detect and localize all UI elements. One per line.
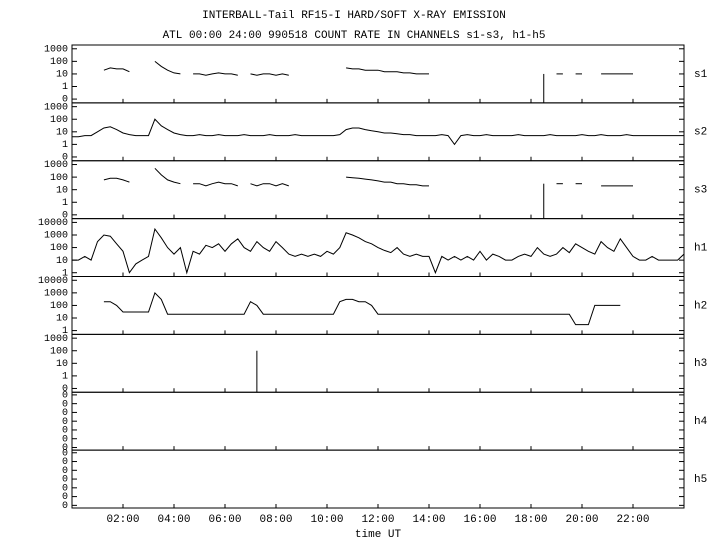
y-tick-label: 1 — [62, 326, 68, 337]
panel-label: s2 — [694, 127, 707, 139]
data-line — [103, 291, 621, 326]
y-tick-label: 0 — [62, 492, 68, 503]
data-line — [103, 67, 130, 73]
data-line — [250, 183, 289, 187]
y-tick-label: 1 — [62, 198, 68, 209]
y-tick-label: 1 — [62, 82, 68, 93]
panel-label: h1 — [694, 242, 708, 254]
data-line — [154, 61, 181, 75]
y-tick-label: 10 — [56, 70, 68, 81]
y-tick-label: 10 — [56, 314, 68, 325]
y-tick-label: 100 — [50, 173, 68, 184]
y-tick-label: 0 — [62, 448, 68, 459]
y-tick-label: 100 — [50, 243, 68, 254]
y-tick-label: 100 — [50, 301, 68, 312]
y-tick-label: 1000 — [44, 334, 68, 345]
y-tick-label: 0 — [62, 466, 68, 477]
panel-label: s1 — [694, 69, 708, 81]
data-line — [346, 176, 429, 187]
panel-label: h4 — [694, 416, 708, 428]
y-tick-label: 1 — [62, 140, 68, 151]
y-tick-label: 100 — [50, 115, 68, 126]
y-tick-label: 0 — [62, 95, 68, 106]
panel-label: h2 — [694, 300, 707, 312]
y-tick-label: 1000 — [44, 289, 68, 300]
y-tick-label: 1 — [62, 268, 68, 279]
y-tick-label: 10000 — [38, 218, 68, 229]
data-line — [250, 73, 289, 76]
data-line — [72, 118, 684, 146]
x-tick-label: 20:00 — [565, 514, 598, 526]
y-tick-label: 1000 — [44, 160, 68, 171]
panel-label: h5 — [694, 474, 707, 486]
panel-frame — [71, 391, 685, 451]
y-tick-label: 0 — [62, 426, 68, 437]
x-tick-label: 02:00 — [106, 514, 139, 526]
data-line — [154, 167, 181, 185]
y-tick-label: 0 — [62, 501, 68, 512]
y-tick-label: 0 — [62, 210, 68, 221]
panel-frame — [71, 44, 685, 104]
y-tick-label: 0 — [62, 391, 68, 402]
x-tick-label: 16:00 — [463, 514, 496, 526]
x-tick-label: 14:00 — [412, 514, 445, 526]
chart-title: INTERBALL-Tail RF15-I HARD/SOFT X-RAY EM… — [202, 10, 506, 22]
y-tick-label: 0 — [62, 153, 68, 164]
x-tick-label: 08:00 — [259, 514, 292, 526]
x-tick-label: 12:00 — [361, 514, 394, 526]
y-tick-label: 1000 — [44, 102, 68, 113]
y-tick-label: 100 — [50, 346, 68, 357]
data-line — [72, 227, 685, 275]
y-tick-label: 10 — [56, 127, 68, 138]
x-tick-label: 18:00 — [514, 514, 547, 526]
y-tick-label: 0 — [62, 483, 68, 494]
x-axis-label: time UT — [355, 529, 402, 541]
y-tick-label: 0 — [62, 434, 68, 445]
x-tick-label: 22:00 — [616, 514, 649, 526]
y-tick-label: 0 — [62, 417, 68, 428]
panel-frame — [71, 333, 685, 393]
y-tick-label: 0 — [62, 408, 68, 419]
y-tick-label: 1000 — [44, 44, 68, 55]
panel-frame — [71, 160, 685, 220]
data-line — [346, 67, 429, 75]
data-line — [103, 177, 130, 183]
data-line — [193, 72, 238, 76]
panel-frame — [71, 449, 685, 509]
panel-label: h3 — [694, 358, 707, 370]
x-tick-label: 04:00 — [157, 514, 190, 526]
y-tick-label: 10 — [56, 359, 68, 370]
y-tick-label: 1 — [62, 372, 68, 383]
x-tick-label: 10:00 — [310, 514, 343, 526]
x-tick-label: 06:00 — [208, 514, 241, 526]
y-tick-label: 0 — [62, 457, 68, 468]
panel-label: s3 — [694, 185, 707, 197]
chart-subtitle: ATL 00:00 24:00 990518 COUNT RATE IN CHA… — [163, 30, 546, 42]
y-tick-label: 0 — [62, 443, 68, 454]
y-tick-label: 10000 — [38, 276, 68, 287]
y-tick-label: 0 — [62, 475, 68, 486]
y-tick-label: 100 — [50, 57, 68, 68]
y-tick-label: 0 — [62, 384, 68, 395]
y-tick-label: 10 — [56, 256, 68, 267]
y-tick-label: 0 — [62, 399, 68, 410]
y-tick-label: 1000 — [44, 231, 68, 242]
y-tick-label: 10 — [56, 185, 68, 196]
data-line — [193, 181, 238, 187]
